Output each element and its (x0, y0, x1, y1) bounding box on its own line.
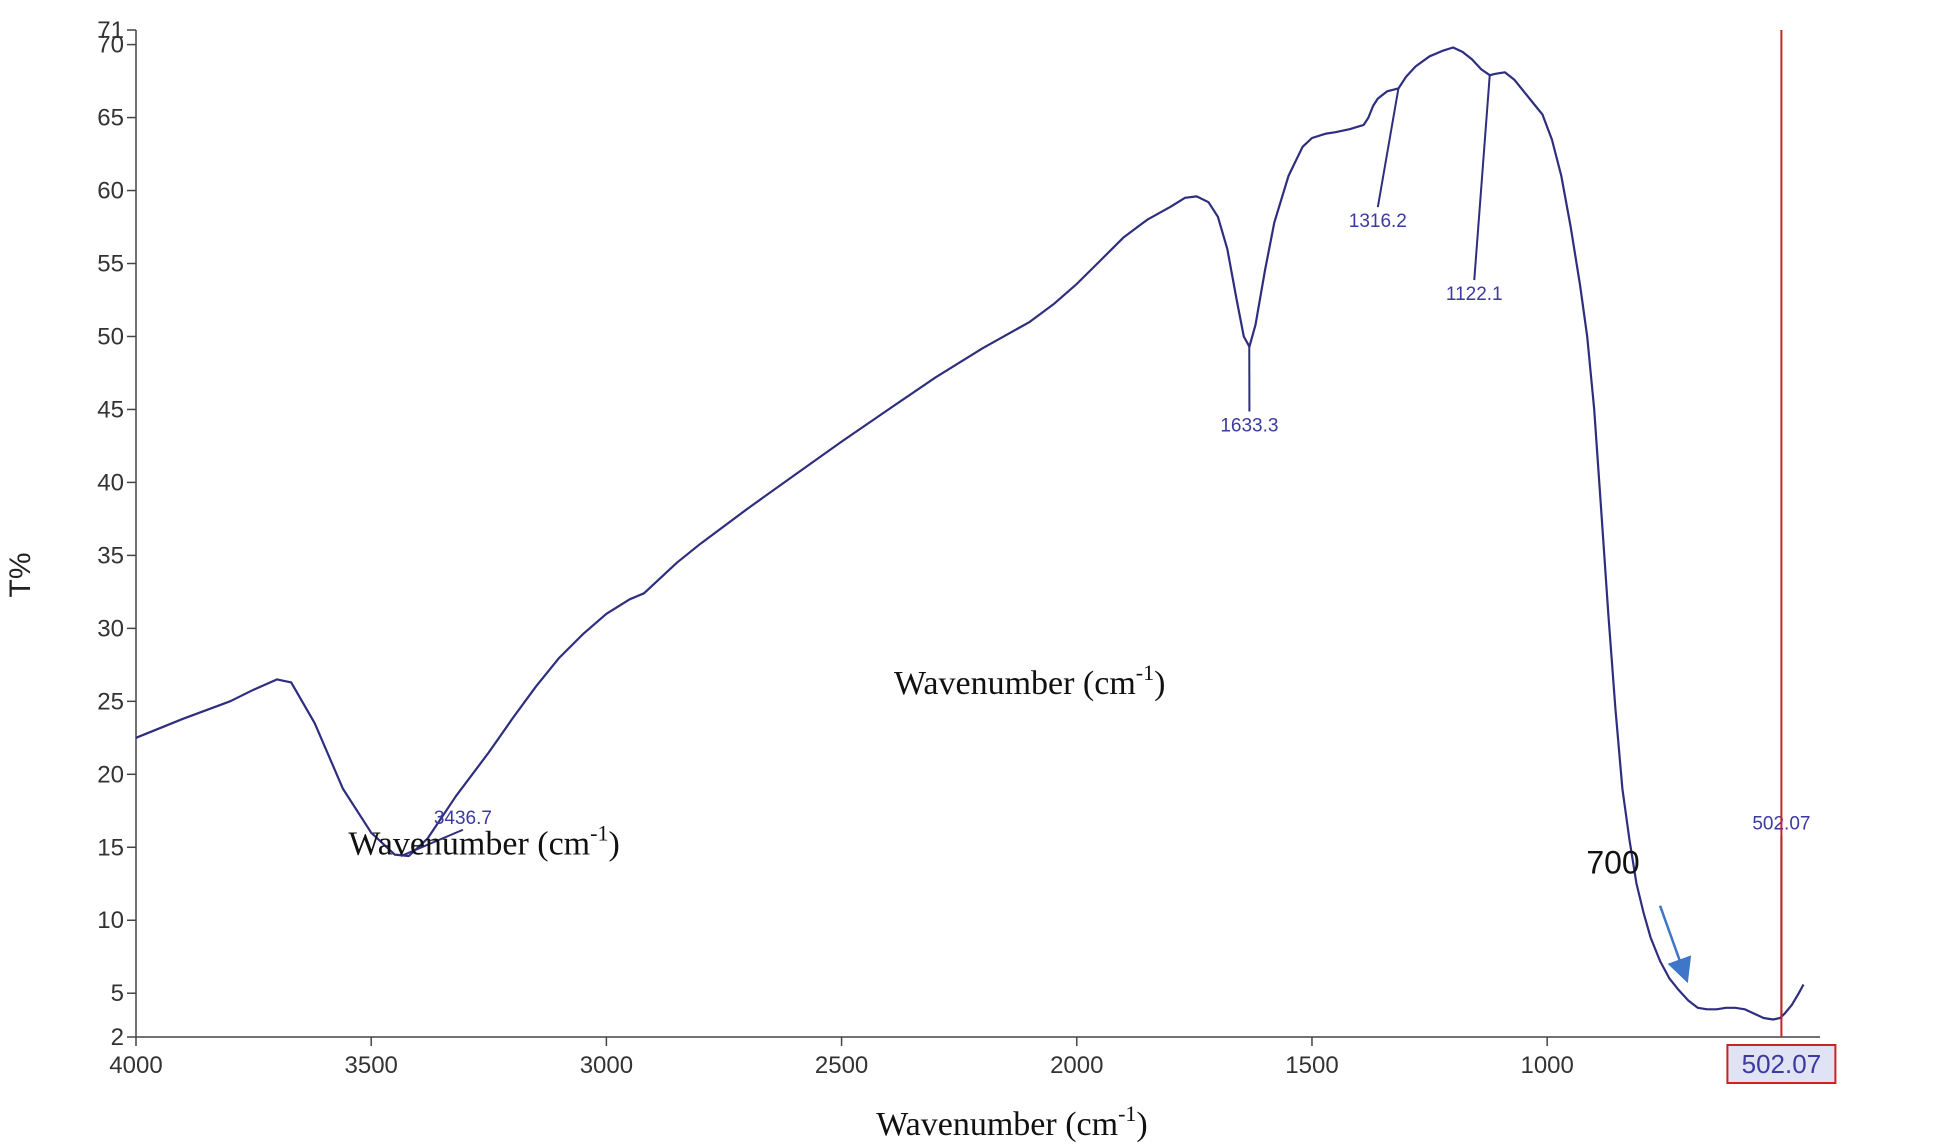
annotation-group: 700 (1586, 845, 1692, 984)
y-tick-label: 2 (111, 1024, 124, 1051)
x-tick-label: 3500 (345, 1052, 398, 1079)
peak-label: 1633.3 (1220, 415, 1278, 436)
overlay-labels: Wavenumber (cm-1) Wavenumber (cm-1) (348, 660, 1165, 863)
y-tick-label: 45 (97, 396, 124, 423)
y-tick-label: 60 (97, 178, 124, 205)
series-line (135, 46, 1805, 1021)
axis-ticks: 4000 3500 3000 2500 2000 1500 1000251015202530… (97, 17, 1574, 1079)
y-axis-label: T% (4, 553, 37, 598)
cursor-group[interactable]: 502.07 (1726, 30, 1837, 1084)
y-tick-label: 10 (97, 907, 124, 934)
y-tick-label: 40 (97, 469, 124, 496)
y-tick-label: 15 (97, 834, 124, 861)
y-tick-label: 5 (111, 980, 124, 1007)
y-tick-label: 55 (97, 251, 124, 278)
series-group (135, 46, 1805, 1021)
axes (135, 30, 1820, 1038)
peak-marker-line (1473, 75, 1491, 281)
peak-label: 1122.1 (1446, 284, 1503, 305)
x-axis-label: Wavenumber (cm-1) (876, 1101, 1147, 1143)
x-tick-label: 1500 (1285, 1052, 1338, 1079)
y-tick-label: 25 (97, 688, 124, 715)
y-tick-label: 20 (97, 761, 124, 788)
x-tick-label: 2500 (815, 1052, 868, 1079)
y-tick-label: 35 (97, 542, 124, 569)
annotation-arrow (1658, 905, 1692, 984)
x-tick-label: 2000 (1050, 1052, 1103, 1079)
x-tick-label: 4000 (109, 1052, 162, 1079)
x-tick-label: 3000 (580, 1052, 633, 1079)
y-tick-label: 50 (97, 323, 124, 350)
peak-marker-line (1376, 88, 1400, 208)
overlay-wavenumber-label: Wavenumber (cm-1) (894, 660, 1165, 702)
y-tick-label: 71 (97, 17, 124, 44)
y-tick-label: 30 (97, 615, 124, 642)
overlay-wavenumber-label: Wavenumber (cm-1) (348, 821, 619, 863)
x-tick-label: 1000 (1520, 1052, 1573, 1079)
peak-label: 1316.2 (1349, 211, 1407, 232)
y-tick-label: 70 (97, 32, 124, 59)
cursor-value-label: 502.07 (1742, 1049, 1822, 1079)
y-tick-label: 65 (97, 105, 124, 132)
peak-label: 3436.7 (434, 808, 492, 829)
cursor-value-box (1726, 1044, 1837, 1084)
annotation-700-label: 700 (1586, 845, 1639, 881)
peak-marker-line (400, 828, 464, 857)
